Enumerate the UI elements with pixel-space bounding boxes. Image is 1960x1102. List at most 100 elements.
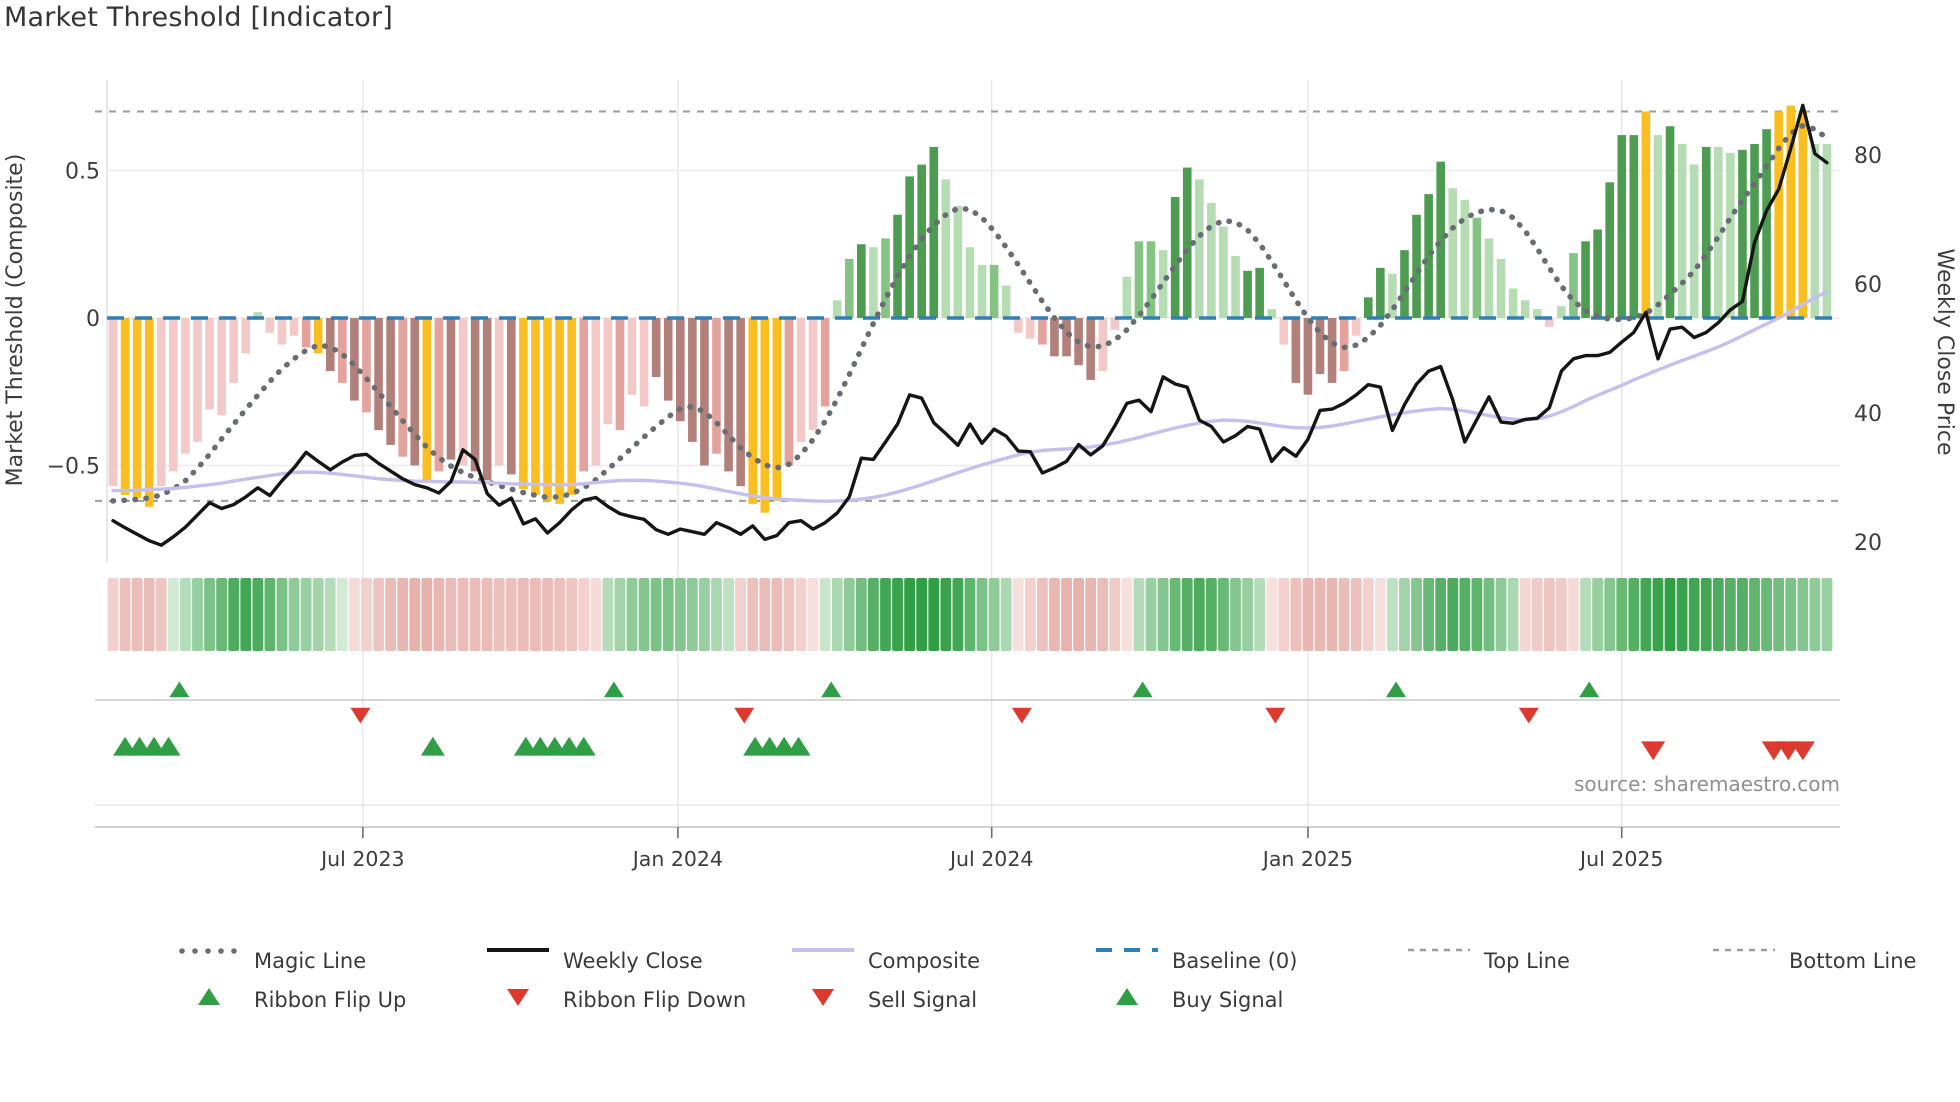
- threshold-bar: [1182, 167, 1192, 318]
- ribbon-cell: [1459, 578, 1471, 651]
- threshold-bar: [1303, 318, 1313, 395]
- threshold-bar: [748, 318, 758, 504]
- ribbon-cell: [1133, 578, 1145, 651]
- threshold-bar: [796, 318, 806, 442]
- threshold-bar: [1545, 318, 1554, 327]
- threshold-bar: [1460, 200, 1470, 318]
- threshold-bar: [229, 318, 238, 383]
- ribbon-cell: [1242, 578, 1253, 651]
- ribbon-cell: [167, 578, 179, 651]
- ribbon-cell: [578, 578, 590, 651]
- ribbon-cell: [1278, 578, 1290, 651]
- threshold-bar: [1557, 306, 1566, 318]
- threshold-bar: [1038, 318, 1047, 345]
- ribbon-cell: [180, 578, 191, 651]
- threshold-bands: [95, 110, 1843, 502]
- threshold-bar: [1195, 179, 1204, 318]
- x-tick-label: Jul 2025: [1578, 847, 1663, 871]
- threshold-bar: [1001, 285, 1011, 318]
- ribbon-flip-down-marker: [1265, 707, 1286, 724]
- ribbon-cell: [771, 578, 783, 651]
- ribbon-cell: [916, 578, 928, 651]
- ribbon-flip-up-marker: [169, 681, 190, 698]
- ribbon-cell: [312, 578, 324, 651]
- threshold-bar: [446, 318, 456, 460]
- threshold-bar: [1412, 214, 1421, 318]
- ribbon-cell: [1592, 578, 1604, 651]
- threshold-bar: [820, 318, 830, 407]
- threshold-bar: [977, 264, 987, 318]
- threshold-bar: [784, 318, 794, 466]
- ribbon-cell: [1254, 578, 1266, 651]
- ribbon-cell: [433, 578, 445, 651]
- ribbon-cell: [505, 578, 517, 651]
- threshold-bar: [1050, 318, 1059, 357]
- ribbon-cell: [1338, 578, 1350, 651]
- source-credit: source: sharemaestro.com: [1574, 772, 1840, 796]
- threshold-bar: [591, 318, 601, 466]
- ribbon-cell: [638, 578, 650, 651]
- buy-signal-marker: [786, 736, 811, 756]
- threshold-bar: [639, 318, 649, 407]
- threshold-bar: [313, 318, 323, 354]
- ribbon-cell: [1664, 578, 1676, 651]
- ribbon-cell: [1749, 578, 1760, 651]
- ribbon-cell: [252, 578, 264, 651]
- threshold-bar: [1653, 135, 1663, 318]
- ribbon-flip-up-marker: [821, 681, 842, 698]
- legend-item-label: Magic Line: [254, 949, 367, 973]
- threshold-bar: [338, 318, 347, 383]
- threshold-bar: [1677, 143, 1687, 318]
- threshold-bar: [1472, 217, 1482, 318]
- ribbon-flip-down-marker: [1518, 707, 1539, 724]
- right-tick-label: 20: [1854, 531, 1882, 556]
- threshold-bar: [169, 318, 178, 472]
- threshold-bar: [1810, 143, 1820, 318]
- threshold-bar: [808, 318, 818, 431]
- threshold-bar: [1207, 202, 1216, 318]
- right-tick-label: 80: [1854, 144, 1882, 169]
- ribbon-cell: [349, 578, 360, 651]
- ribbon-cell: [626, 578, 638, 651]
- threshold-bar: [1665, 126, 1675, 318]
- x-tick-label: Jul 2023: [319, 847, 404, 871]
- legend-item-label: Ribbon Flip Down: [563, 988, 747, 1012]
- threshold-bar: [132, 318, 142, 498]
- threshold-bar: [482, 318, 492, 481]
- left-tick-label: −0.5: [47, 455, 100, 480]
- threshold-bar: [519, 318, 528, 490]
- ribbon-cell: [1145, 578, 1157, 651]
- ribbon-cell: [1628, 578, 1640, 651]
- legend-item-label: Bottom Line: [1789, 949, 1917, 973]
- ribbon-cell: [650, 578, 662, 651]
- ribbon-cell: [1688, 578, 1700, 651]
- threshold-bar: [1617, 135, 1627, 318]
- legend-item-label: Baseline (0): [1172, 949, 1298, 973]
- ribbon-cell: [783, 578, 795, 651]
- ribbon-cell: [409, 578, 421, 651]
- threshold-bar: [1496, 259, 1506, 318]
- down-triangle-icon: [487, 988, 549, 1012]
- ribbon-cell: [1109, 578, 1121, 651]
- ribbon-cell: [107, 578, 119, 651]
- composite-line: [111, 289, 1829, 503]
- ribbon-cell: [1036, 578, 1048, 651]
- ribbon-cell: [1169, 578, 1181, 651]
- threshold-bar: [844, 259, 854, 318]
- left-tick-label: 0: [86, 307, 100, 332]
- threshold-bar: [1267, 309, 1277, 318]
- threshold-bar: [1315, 318, 1325, 375]
- ribbon-flip-down-marker: [1011, 707, 1032, 724]
- threshold-bar: [857, 244, 866, 318]
- ribbon-cell: [1580, 578, 1591, 651]
- up-triangle-icon: [1096, 988, 1158, 1012]
- threshold-bar: [675, 318, 685, 422]
- legend-item-sell-signal: Sell Signal: [792, 985, 977, 1015]
- legend-item-label: Weekly Close: [563, 949, 703, 973]
- legend-item-label: Sell Signal: [868, 988, 978, 1012]
- baseline-swatch-icon: [1096, 948, 1158, 973]
- threshold-bar: [1110, 318, 1120, 330]
- ribbon-cell: [1773, 578, 1785, 651]
- ribbon-cell: [1362, 578, 1374, 651]
- threshold-bar: [736, 318, 745, 487]
